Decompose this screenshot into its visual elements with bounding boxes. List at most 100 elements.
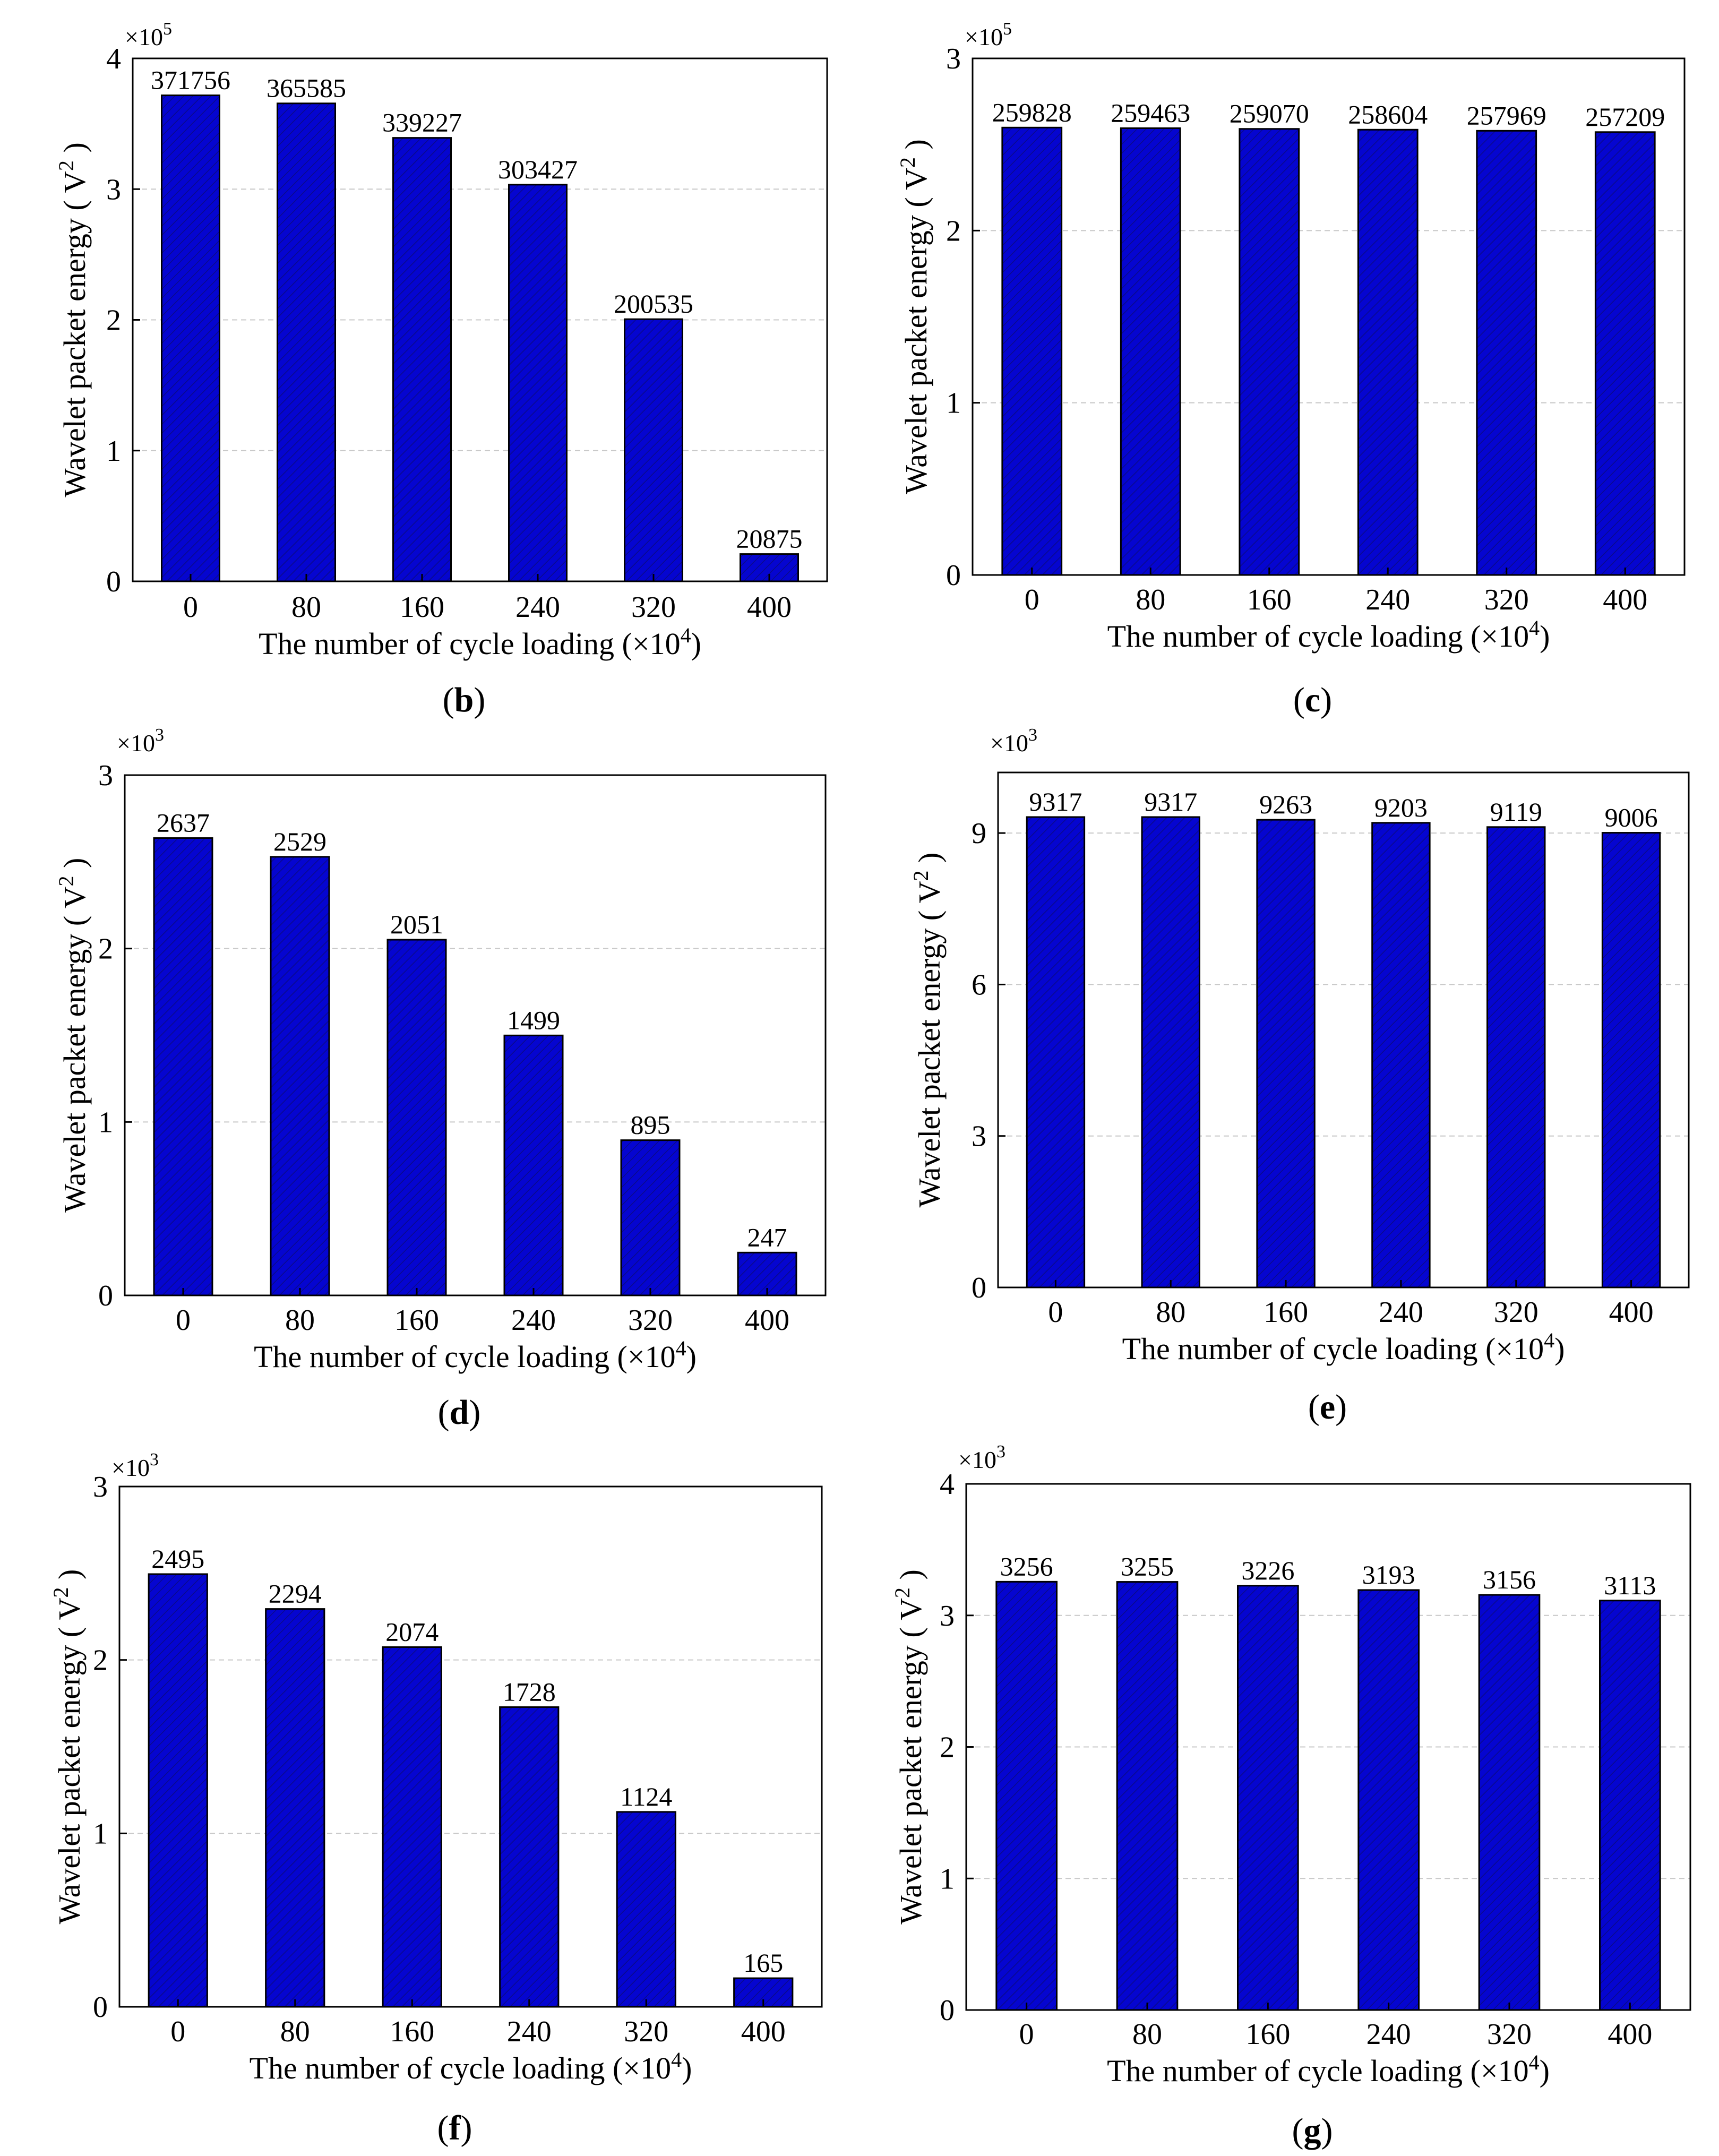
data-label: 371756 <box>151 65 230 95</box>
x-tick-label: 160 <box>400 591 444 624</box>
data-label: 303427 <box>498 154 578 184</box>
x-tick-label: 320 <box>1487 2018 1532 2051</box>
data-label: 9203 <box>1374 793 1428 822</box>
x-tick-label: 240 <box>1366 2018 1411 2051</box>
x-tick-label: 400 <box>745 1304 789 1337</box>
x-axis-title: The number of cycle loading (×104) <box>1107 2050 1550 2088</box>
bar <box>1116 1581 1179 2011</box>
y-scale-multiplier: ×105 <box>965 19 1012 50</box>
chart-panel-c: 259828 259463 259070 258604 257969 257209 0 1 2 3… <box>896 19 1686 719</box>
bar <box>386 939 447 1296</box>
chart-panel-e: 9317 9317 9263 9203 9119 9006 0 3 6 9 0 80 160 240 320… <box>909 725 1690 1427</box>
y-tick-label: 3 <box>940 1600 955 1633</box>
bar <box>1141 816 1200 1289</box>
bar <box>1237 1585 1299 2011</box>
y-tick-label: 3 <box>98 759 113 792</box>
y-tick-label: 6 <box>972 968 986 1001</box>
x-axis-title: The number of cycle loading (×104) <box>1107 616 1550 654</box>
x-tick-label: 400 <box>1603 583 1647 616</box>
bar <box>620 1139 681 1296</box>
x-tick-label: 160 <box>394 1304 439 1337</box>
y-scale-multiplier: ×103 <box>117 725 164 757</box>
y-tick-label: 2 <box>946 214 961 247</box>
y-tick-label: 0 <box>972 1272 986 1304</box>
data-label: 2051 <box>390 909 443 939</box>
bar <box>624 318 683 582</box>
x-tick-label: 80 <box>1136 583 1165 616</box>
data-label: 9119 <box>1490 797 1542 827</box>
y-tick-label: 9 <box>972 817 986 850</box>
y-tick-label: 3 <box>972 1120 986 1153</box>
chart-panel-g: 3256 3255 3226 3193 3156 3113 0 1 2 3 4 0 80 160 240 32… <box>890 1442 1691 2150</box>
y-tick-label: 3 <box>93 1471 108 1504</box>
x-tick-label: 80 <box>291 591 321 624</box>
x-tick-label: 400 <box>1608 2018 1652 2051</box>
bar <box>382 1646 442 2008</box>
data-label: 259828 <box>992 97 1072 127</box>
bar <box>153 837 213 1296</box>
panel-label: (e) <box>1308 1388 1347 1427</box>
bar <box>1486 826 1546 1289</box>
y-tick-label: 1 <box>940 1862 955 1895</box>
data-label: 9263 <box>1259 789 1312 819</box>
data-label: 2529 <box>273 827 326 856</box>
data-label: 165 <box>743 1948 783 1978</box>
bar <box>148 1573 208 2008</box>
y-scale-multiplier: ×103 <box>958 1442 1005 1473</box>
data-label: 9317 <box>1029 787 1082 817</box>
y-axis-title: Wavelet packet energy ( V2 ) <box>54 858 92 1213</box>
x-tick-label: 0 <box>183 591 198 624</box>
y-scale-multiplier: ×105 <box>125 19 172 50</box>
bar <box>499 1706 560 2008</box>
x-tick-label: 0 <box>170 2015 185 2048</box>
x-tick-label: 0 <box>1025 583 1039 616</box>
data-label: 2495 <box>151 1544 204 1574</box>
panel-label: (b) <box>443 681 486 719</box>
data-label: 259070 <box>1230 99 1309 128</box>
y-tick-label: 0 <box>946 559 961 592</box>
bar <box>1478 1594 1541 2011</box>
x-tick-label: 320 <box>631 591 676 624</box>
data-label: 9317 <box>1144 787 1197 817</box>
x-tick-label: 240 <box>1379 1296 1423 1329</box>
x-tick-label: 0 <box>1048 1296 1063 1329</box>
x-tick-label: 80 <box>1156 1296 1185 1329</box>
y-tick-label: 4 <box>106 42 121 75</box>
data-label: 3255 <box>1121 1552 1174 1582</box>
x-tick-label: 80 <box>1132 2018 1162 2051</box>
x-tick-label: 80 <box>280 2015 310 2048</box>
data-label: 3256 <box>1000 1551 1053 1581</box>
x-tick-label: 160 <box>390 2015 434 2048</box>
panel-label: (c) <box>1293 681 1332 719</box>
bar <box>737 1251 797 1296</box>
y-tick-label: 1 <box>106 435 121 468</box>
x-tick-label: 320 <box>624 2015 668 2048</box>
y-tick-label: 3 <box>946 42 961 75</box>
x-tick-label: 320 <box>628 1304 673 1337</box>
y-tick-label: 0 <box>940 1994 955 2027</box>
data-label: 257209 <box>1585 102 1665 132</box>
y-tick-label: 4 <box>940 1468 955 1501</box>
y-tick-label: 1 <box>946 387 961 420</box>
y-scale-multiplier: ×103 <box>990 725 1037 757</box>
data-label: 257969 <box>1467 100 1546 130</box>
x-tick-label: 160 <box>1264 1296 1308 1329</box>
panel-label: (f) <box>437 2109 472 2148</box>
data-label: 3113 <box>1604 1570 1656 1600</box>
plot-frame <box>997 771 1690 1289</box>
bar <box>503 1034 564 1296</box>
data-label: 3156 <box>1483 1565 1536 1594</box>
x-tick-label: 0 <box>1019 2018 1034 2051</box>
y-axis-title: Wavelet packet energy ( V2 ) <box>890 1569 928 1925</box>
plot-frame <box>118 1485 823 2008</box>
x-tick-label: 320 <box>1484 583 1529 616</box>
bar <box>1120 127 1181 576</box>
data-label: 9006 <box>1605 803 1658 832</box>
y-axis-title: Wavelet packet energy ( V2 ) <box>896 139 933 494</box>
x-axis-title: The number of cycle loading (×104) <box>259 623 701 661</box>
bar <box>1601 832 1661 1289</box>
data-label: 247 <box>747 1222 787 1252</box>
bar <box>508 184 568 582</box>
y-tick-label: 2 <box>106 304 121 337</box>
x-tick-label: 240 <box>1365 583 1410 616</box>
